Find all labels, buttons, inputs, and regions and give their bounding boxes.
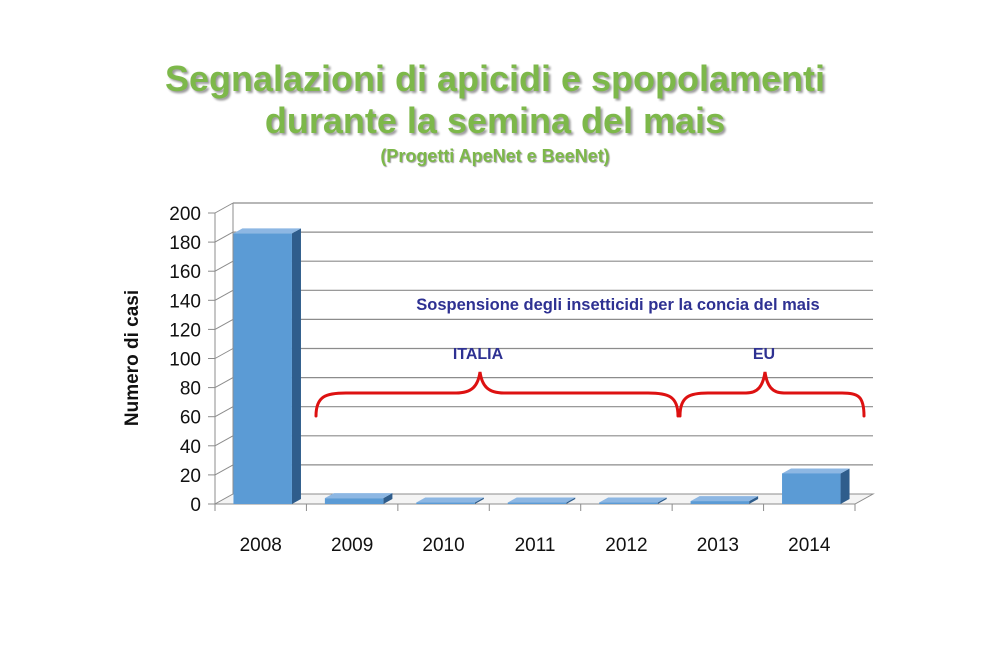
gridline-depth: [214, 318, 234, 330]
bar-side: [383, 493, 393, 504]
gridline-depth: [214, 464, 234, 476]
bar-2009: [324, 493, 393, 504]
ticks-layer: 0 20 40 60 80 100 120 140 160 180 200 2008 2009 2010 2…: [169, 204, 831, 556]
bar-2008: [233, 228, 301, 504]
bars-layer: [233, 228, 850, 504]
y-tick-label: 100: [169, 350, 201, 371]
bar-top: [782, 468, 850, 474]
gridline-depth: [214, 377, 234, 389]
bar-top: [507, 497, 576, 503]
gridline-depth: [214, 231, 234, 243]
gridline-depth: [214, 406, 234, 418]
x-tick-label: 2013: [697, 535, 739, 556]
y-tick-label: 120: [169, 320, 201, 341]
bar: [507, 502, 567, 504]
eu-brace: [678, 371, 866, 418]
y-tick-label: 80: [180, 379, 201, 400]
bar-side: [566, 497, 576, 504]
x-tick-label: 2010: [422, 535, 464, 556]
bar-top: [690, 496, 759, 502]
bar-top: [233, 228, 301, 234]
y-tick-label: 140: [169, 291, 201, 312]
x-tick-label: 2009: [331, 535, 373, 556]
x-tick-label: 2011: [515, 535, 556, 556]
gridline-depth: [214, 435, 234, 447]
bar-2014: [782, 468, 850, 504]
bar-side: [474, 497, 484, 504]
bar-top: [416, 497, 484, 503]
bar-side: [749, 496, 759, 504]
y-tick-label: 40: [180, 437, 201, 458]
chart-title: Segnalazioni di apicidi e spopolamenti: [164, 58, 826, 99]
bar: [782, 473, 841, 504]
bar: [324, 498, 384, 504]
bar-side: [840, 468, 850, 504]
y-tick-label: 200: [169, 204, 201, 225]
y-tick-label: 60: [180, 408, 201, 429]
bar-side: [657, 497, 667, 504]
gridline-depth: [214, 289, 234, 301]
chart-subtitle: (Progetti ApeNet e BeeNet): [380, 146, 610, 166]
eu-label: EU: [753, 346, 775, 363]
gridline-depth: [214, 348, 234, 359]
y-tick-label: 180: [169, 233, 201, 254]
y-tick-label: 20: [180, 466, 201, 487]
gridline-depth: [214, 202, 234, 214]
bar-top: [599, 497, 667, 503]
bar-2011: [507, 497, 576, 504]
x-tick-label: 2008: [240, 535, 282, 556]
x-tick-label: 2012: [605, 535, 647, 556]
bar-2013: [690, 496, 759, 504]
bar: [599, 502, 658, 504]
italia-brace: [314, 371, 680, 418]
bar: [690, 501, 750, 504]
bar-top: [324, 493, 393, 499]
bar-2012: [599, 497, 667, 504]
bar: [416, 502, 475, 504]
y-tick-label: 0: [190, 495, 201, 516]
bar: [233, 233, 292, 504]
bar-side: [291, 228, 301, 504]
y-tick-label: 160: [169, 262, 201, 283]
title-block: Segnalazioni di apicidi e spopolamenti d…: [0, 58, 990, 168]
italia-label: ITALIA: [453, 346, 504, 363]
gridline-depth: [214, 260, 234, 272]
x-tick-label: 2014: [788, 535, 831, 556]
y-axis-label: Numero di casi: [122, 290, 143, 426]
bar-2010: [416, 497, 484, 504]
chart-title-line2: durante la semina del mais: [264, 100, 726, 141]
suspension-annotation: Sospensione degli insetticidi per la con…: [416, 296, 819, 314]
